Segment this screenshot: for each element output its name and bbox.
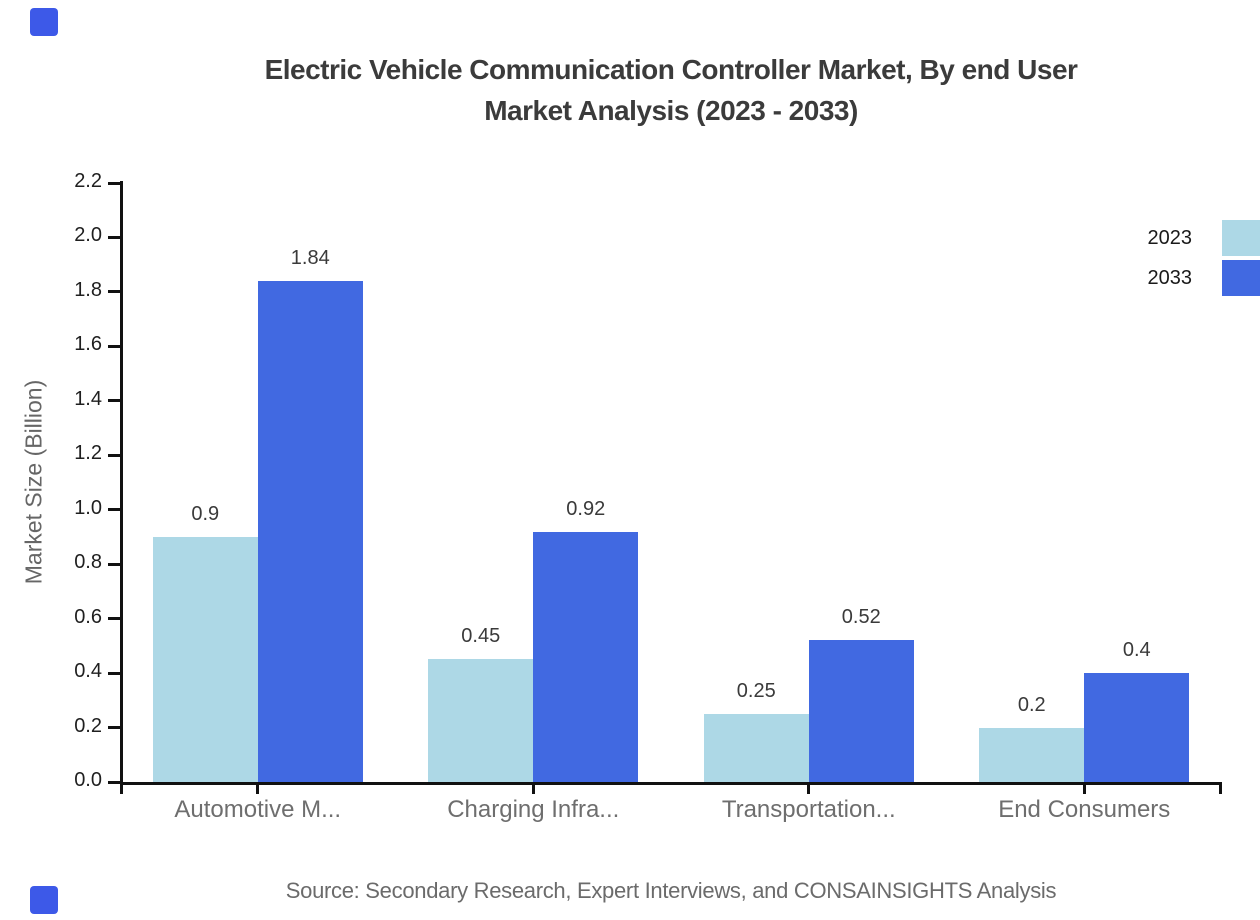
y-tick-mark <box>108 671 120 675</box>
y-tick-label: 1.0 <box>74 496 102 519</box>
y-tick-label: 0.8 <box>74 551 102 574</box>
y-tick-mark <box>108 235 120 239</box>
legend-swatch-2033 <box>1222 260 1260 296</box>
category-label-4: End Consumers <box>998 796 1171 823</box>
source-note: Source: Secondary Research, Expert Inter… <box>285 878 1057 903</box>
bar-value-label-2033-1: 1.84 <box>290 247 330 270</box>
legend-item-2033: 2033 <box>1148 260 1260 296</box>
y-tick-label: 0.4 <box>74 660 102 683</box>
y-tick-label: 1.6 <box>74 333 102 356</box>
corner-accent-bottom-left <box>30 886 58 914</box>
bar-2023-4 <box>979 727 1085 782</box>
plot-area: 0.0 0.2 0.4 0.6 0.8 1.0 1.2 1.4 1.6 1.8 2.0 2.2 0.9 1… <box>74 170 1222 823</box>
bar-2033-2 <box>533 531 639 782</box>
x-axis-line <box>120 782 1222 785</box>
y-tick-label: 1.8 <box>74 278 102 301</box>
y-tick-mark <box>108 453 120 457</box>
bar-2033-1 <box>257 281 363 782</box>
y-tick-mark <box>108 181 120 185</box>
corner-accent-top-left <box>30 8 58 36</box>
bar-value-label-2033-3: 0.52 <box>841 606 881 629</box>
bar-2033-3 <box>808 640 914 782</box>
y-tick-mark <box>108 726 120 730</box>
bar-value-label-2023-3: 0.25 <box>736 679 776 702</box>
chart-title: Electric Vehicle Communication Controlle… <box>120 49 1222 131</box>
x-tick-mark <box>1082 782 1086 794</box>
y-tick-mark <box>108 780 120 784</box>
x-tick-mark <box>531 782 535 794</box>
y-tick-label: 1.2 <box>74 442 102 465</box>
category-label-2: Charging Infra... <box>447 796 620 823</box>
bar-value-label-2033-2: 0.92 <box>566 497 606 520</box>
y-tick-label: 2.2 <box>74 170 102 192</box>
bar-2033-4 <box>1084 673 1190 782</box>
y-tick-mark <box>108 344 120 348</box>
bar-2023-2 <box>428 659 534 782</box>
bar-value-label-2023-4: 0.2 <box>1017 693 1046 716</box>
bar-2023-1 <box>152 536 258 782</box>
bar-value-label-2023-2: 0.45 <box>461 625 501 648</box>
chart-title-line1: Electric Vehicle Communication Controlle… <box>264 54 1078 85</box>
legend-label-2033: 2033 <box>1147 266 1193 289</box>
category-label-3: Transportation... <box>721 796 896 823</box>
x-tick-mark <box>256 782 260 794</box>
y-tick-mark <box>108 562 120 566</box>
bar-2023-3 <box>703 713 809 782</box>
legend-item-2023: 2023 <box>1148 220 1260 256</box>
bar-value-label-2033-4: 0.4 <box>1122 639 1151 662</box>
legend-label-2023: 2023 <box>1147 226 1193 249</box>
legend: 2023 2033 <box>1148 220 1260 296</box>
chart-title-line2: Market Analysis (2023 - 2033) <box>484 95 858 126</box>
legend-swatch-2023 <box>1222 220 1260 256</box>
y-tick-mark <box>108 508 120 512</box>
y-tick-label: 0.0 <box>74 769 102 791</box>
bar-value-label-2023-1: 0.9 <box>191 502 220 525</box>
y-tick-mark <box>108 290 120 294</box>
y-tick-label: 0.6 <box>74 605 102 628</box>
y-tick-label: 0.2 <box>74 714 102 737</box>
x-axis-end-tick <box>1219 782 1222 794</box>
category-label-1: Automotive M... <box>174 796 342 823</box>
y-tick-label: 1.4 <box>74 387 102 410</box>
y-tick-label: 2.0 <box>74 224 102 247</box>
y-axis-spine <box>120 181 123 794</box>
x-tick-mark <box>807 782 811 794</box>
y-tick-mark <box>108 399 120 403</box>
y-tick-mark <box>108 617 120 621</box>
